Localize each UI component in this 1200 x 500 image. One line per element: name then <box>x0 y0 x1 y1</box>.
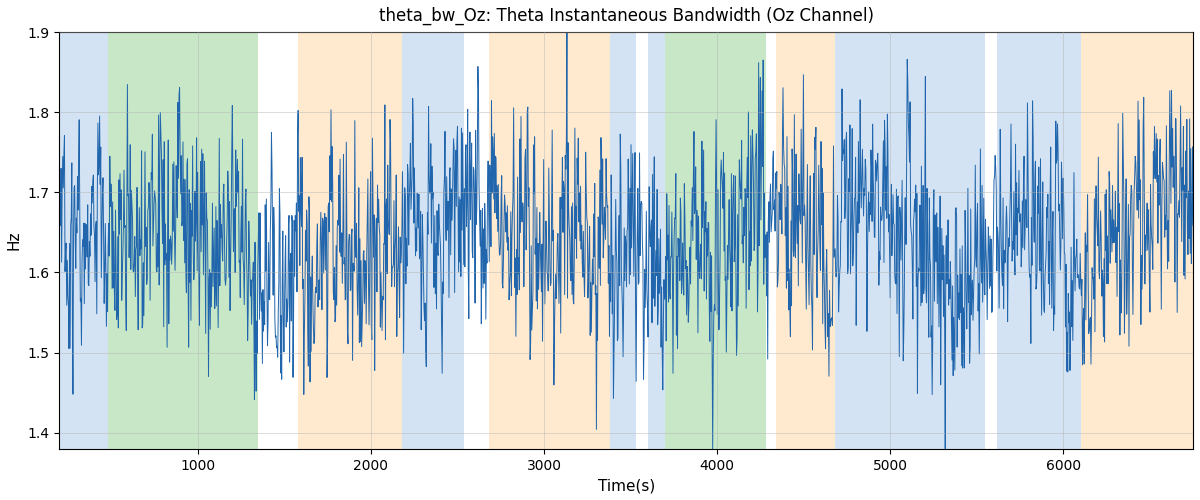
X-axis label: Time(s): Time(s) <box>598 478 655 493</box>
Bar <box>402 32 464 449</box>
Bar <box>776 32 835 449</box>
Bar <box>59 32 108 449</box>
Bar <box>610 32 636 449</box>
Bar <box>835 32 985 449</box>
Bar <box>488 32 610 449</box>
Y-axis label: Hz: Hz <box>7 230 22 250</box>
Title: theta_bw_Oz: Theta Instantaneous Bandwidth (Oz Channel): theta_bw_Oz: Theta Instantaneous Bandwid… <box>379 7 874 25</box>
Bar <box>108 32 258 449</box>
Bar <box>665 32 766 449</box>
Bar <box>1080 32 1193 449</box>
Bar <box>648 32 665 449</box>
Bar <box>997 32 1080 449</box>
Bar <box>299 32 402 449</box>
